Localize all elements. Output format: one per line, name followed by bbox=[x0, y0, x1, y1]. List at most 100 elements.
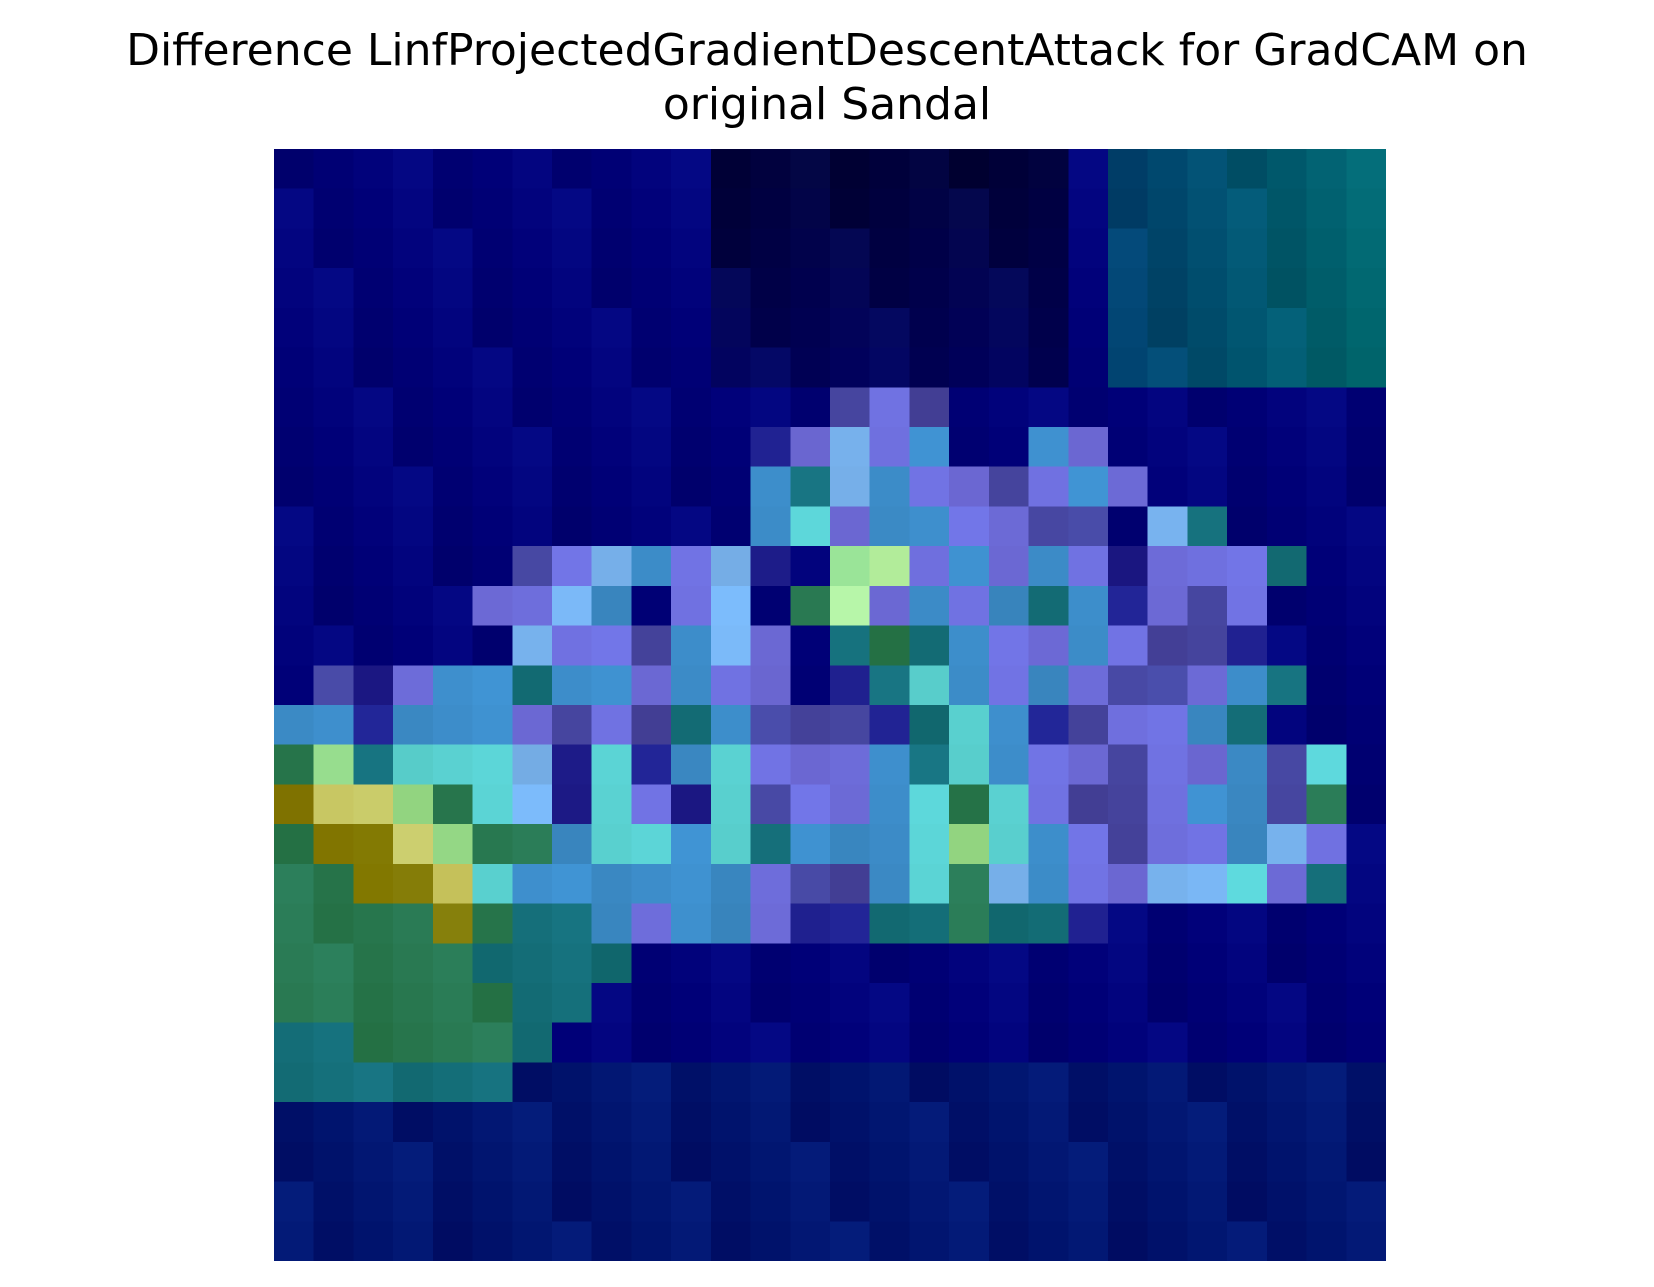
heatmap-cell bbox=[552, 506, 592, 547]
heatmap-cell bbox=[790, 863, 830, 904]
heatmap-cell bbox=[274, 625, 314, 666]
heatmap-cell bbox=[909, 188, 950, 229]
heatmap-cell bbox=[671, 1221, 711, 1261]
heatmap-cell bbox=[393, 387, 433, 427]
heatmap-cell bbox=[949, 1141, 989, 1182]
heatmap-cell bbox=[552, 1102, 592, 1142]
heatmap-cell bbox=[1108, 705, 1148, 745]
heatmap-cell bbox=[313, 1062, 354, 1103]
heatmap-cell bbox=[591, 188, 632, 229]
heatmap-cell bbox=[750, 705, 791, 745]
heatmap-cell bbox=[393, 347, 433, 388]
heatmap-cell bbox=[710, 903, 751, 944]
heatmap-cell bbox=[750, 1102, 791, 1142]
heatmap-cell bbox=[1227, 149, 1267, 189]
heatmap-cell bbox=[432, 268, 473, 308]
heatmap-cell bbox=[472, 585, 513, 626]
heatmap-cell bbox=[1108, 1181, 1148, 1222]
heatmap-cell bbox=[1147, 149, 1188, 189]
heatmap-cell bbox=[988, 506, 1029, 547]
heatmap-cell bbox=[552, 705, 592, 745]
heatmap-cell bbox=[790, 387, 830, 427]
heatmap-cell bbox=[591, 1181, 632, 1222]
heatmap-cell bbox=[353, 705, 394, 745]
heatmap-cell bbox=[710, 546, 751, 586]
heatmap-cell bbox=[1108, 307, 1148, 348]
heatmap-cell bbox=[1108, 466, 1148, 507]
heatmap-cell bbox=[909, 546, 950, 586]
heatmap-cell bbox=[313, 665, 354, 705]
heatmap-cell bbox=[472, 1062, 513, 1103]
heatmap-cell bbox=[1147, 1181, 1188, 1222]
heatmap-cell bbox=[1346, 1062, 1386, 1103]
heatmap-cell bbox=[591, 1221, 632, 1261]
heatmap-cell bbox=[671, 1141, 711, 1182]
heatmap-cell bbox=[1266, 863, 1307, 904]
heatmap-cell bbox=[472, 1102, 513, 1142]
heatmap-cell bbox=[869, 188, 910, 229]
heatmap-cell bbox=[274, 1102, 314, 1142]
heatmap-cell bbox=[274, 387, 314, 427]
heatmap-cell bbox=[313, 784, 354, 825]
heatmap-cell bbox=[830, 585, 870, 626]
heatmap-cell bbox=[353, 665, 394, 705]
heatmap-cell bbox=[1266, 387, 1307, 427]
heatmap-cell bbox=[393, 228, 433, 269]
heatmap-cell bbox=[671, 546, 711, 586]
heatmap-cell bbox=[1147, 268, 1188, 308]
heatmap-cell bbox=[432, 546, 473, 586]
heatmap-cell bbox=[790, 1141, 830, 1182]
heatmap-cell bbox=[1147, 744, 1188, 785]
heatmap-cell bbox=[631, 585, 672, 626]
heatmap-cell bbox=[631, 546, 672, 586]
heatmap-cell bbox=[1346, 824, 1386, 864]
heatmap-cell bbox=[313, 744, 354, 785]
heatmap-cell bbox=[710, 744, 751, 785]
heatmap-cell bbox=[1346, 1181, 1386, 1222]
heatmap-cell bbox=[1028, 705, 1069, 745]
heatmap-cell bbox=[353, 1181, 394, 1222]
heatmap-cell bbox=[432, 228, 473, 269]
heatmap-cell bbox=[512, 1102, 552, 1142]
heatmap-cell bbox=[512, 1141, 552, 1182]
heatmap-cell bbox=[1346, 585, 1386, 626]
heatmap-cell bbox=[710, 585, 751, 626]
heatmap-cell bbox=[1147, 347, 1188, 388]
heatmap-cell bbox=[631, 903, 672, 944]
heatmap-cell bbox=[512, 585, 552, 626]
heatmap-cell bbox=[671, 188, 711, 229]
heatmap-cell bbox=[1266, 744, 1307, 785]
heatmap-cell bbox=[1227, 943, 1267, 983]
heatmap-cell bbox=[472, 228, 513, 269]
heatmap-cell bbox=[432, 1141, 473, 1182]
heatmap-cell bbox=[671, 466, 711, 507]
heatmap-cell bbox=[1266, 625, 1307, 666]
heatmap-cell bbox=[949, 228, 989, 269]
heatmap-cell bbox=[710, 347, 751, 388]
heatmap-cell bbox=[750, 347, 791, 388]
heatmap-cell bbox=[750, 863, 791, 904]
heatmap-cell bbox=[869, 546, 910, 586]
heatmap-cell bbox=[909, 387, 950, 427]
heatmap-cell bbox=[671, 347, 711, 388]
heatmap-cell bbox=[1068, 427, 1108, 467]
heatmap-cell bbox=[1346, 1221, 1386, 1261]
heatmap-cell bbox=[274, 1181, 314, 1222]
heatmap-cell bbox=[750, 1022, 791, 1063]
heatmap-cell bbox=[353, 863, 394, 904]
heatmap-cell bbox=[869, 665, 910, 705]
heatmap-cell bbox=[710, 943, 751, 983]
heatmap-cell bbox=[1028, 983, 1069, 1023]
heatmap-cell bbox=[313, 347, 354, 388]
heatmap-cell bbox=[1068, 1022, 1108, 1063]
heatmap-cell bbox=[869, 427, 910, 467]
heatmap-cell bbox=[1108, 1022, 1148, 1063]
heatmap-cell bbox=[1068, 1221, 1108, 1261]
heatmap-cell bbox=[988, 1102, 1029, 1142]
heatmap-cell bbox=[671, 665, 711, 705]
heatmap-cell bbox=[988, 665, 1029, 705]
heatmap-cell bbox=[1346, 347, 1386, 388]
heatmap-cell bbox=[393, 585, 433, 626]
heatmap-cell bbox=[353, 307, 394, 348]
